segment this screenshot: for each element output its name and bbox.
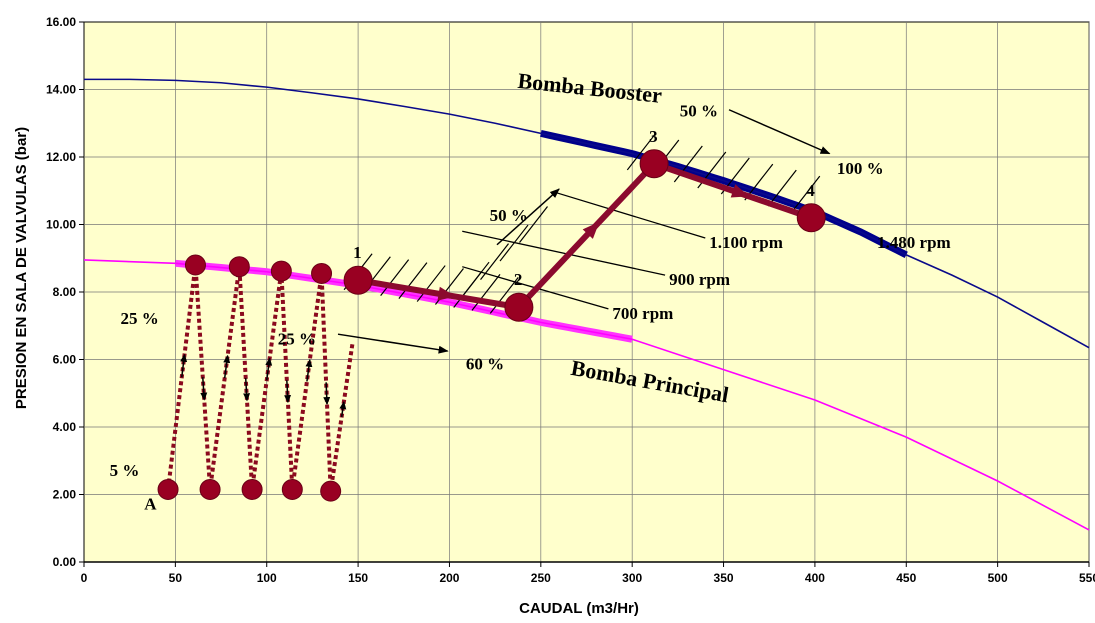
x-tick-label: 100 [257, 571, 277, 585]
pump-curves [83, 78, 1090, 531]
x-tick-label: 500 [988, 571, 1008, 585]
x-tick-label: 200 [439, 571, 459, 585]
zigzag-arrow [200, 377, 208, 401]
operating-paths [166, 160, 813, 492]
annotation-3: 100 % [837, 159, 884, 178]
x-tick-label: 400 [805, 571, 825, 585]
y-tick-label: 16.00 [46, 15, 76, 29]
operating-point-0 [157, 478, 179, 500]
hatch-mark [471, 274, 501, 311]
path-direction-marker [730, 184, 750, 198]
path-direction-marker [582, 221, 600, 239]
y-axis-label: PRESION EN SALA DE VALVULAS (bar) [13, 127, 30, 409]
operating-point-label-10: 2 [514, 270, 523, 289]
operating-point-2 [199, 478, 221, 500]
annotation-arrow-0 [728, 109, 831, 155]
annotation-2: 50 % [680, 102, 718, 121]
annotation-arrow-2 [337, 333, 449, 354]
rpm-lines: 700 rpm 900 rpm 1.100 rpm [462, 191, 783, 323]
hatch-mark [416, 265, 446, 302]
operating-point-7 [311, 262, 333, 284]
operating-points: 1 2 3 4 [157, 127, 826, 502]
operating-point-8 [320, 480, 342, 502]
operating-point-4 [241, 478, 263, 500]
operating-point-label-11: 3 [649, 127, 658, 146]
annotation-8: 5 % [110, 461, 140, 480]
zigzag-arrow [265, 357, 273, 381]
x-axis-label: CAUDAL (m3/Hr) [519, 600, 639, 617]
annotation-10: A [144, 495, 157, 514]
x-tick-label: 150 [348, 571, 368, 585]
annotation-4: 50 % [490, 206, 528, 225]
operating-point-3 [228, 256, 250, 278]
operating-point-9 [343, 265, 373, 295]
hatch-mark [460, 261, 490, 299]
operating-point-12 [796, 203, 826, 233]
gridlines [84, 22, 1090, 563]
main-path [357, 160, 813, 311]
y-tick-label: 4.00 [53, 420, 77, 434]
zigzag-arrow [323, 382, 331, 406]
hatch-mark [519, 206, 548, 243]
x-tick-label: 550 [1079, 571, 1095, 585]
x-tick-label: 450 [896, 571, 916, 585]
annotation-5: 25 % [121, 309, 159, 328]
rpm-line-2 [555, 191, 706, 239]
zigzag-arrow [223, 354, 231, 379]
operating-point-11 [639, 149, 669, 179]
rpm-label-0: 700 rpm [612, 304, 673, 323]
operating-point-label-9: 1 [353, 243, 362, 262]
y-tick-label: 0.00 [53, 555, 77, 569]
annotation-6: 25 % [278, 329, 316, 348]
operating-point-1 [184, 254, 206, 276]
hatch-mark [626, 133, 656, 171]
hatch-mark [489, 277, 519, 314]
hatch-mark [480, 243, 510, 280]
x-tick-label: 300 [622, 571, 642, 585]
y-tick-label: 10.00 [46, 218, 76, 232]
y-tick-label: 8.00 [53, 285, 77, 299]
zigzag-arrow [305, 358, 313, 382]
hatch-mark [499, 224, 529, 262]
hatch-mark [791, 175, 821, 213]
x-axis-ticks: 0 50 100 150 200 250 300 350 400 450 500 550 [81, 562, 1095, 585]
rpm-label-2: 1.100 rpm [709, 233, 783, 252]
x-tick-label: 50 [169, 571, 183, 585]
rpm-line-1 [462, 230, 666, 276]
operating-point-5 [270, 260, 292, 282]
zigzag-arrow [284, 380, 292, 404]
x-tick-label: 250 [531, 571, 551, 585]
annotation-arrows [337, 109, 831, 354]
annotation-7: 60 % [466, 355, 504, 374]
operating-point-label-12: 4 [806, 181, 815, 200]
path-direction-marker [437, 286, 456, 301]
zigzag-arrow [243, 378, 251, 402]
hatch-mark [767, 169, 797, 207]
operating-point-6 [281, 478, 303, 500]
y-tick-label: 6.00 [53, 353, 77, 367]
x-tick-label: 0 [81, 571, 88, 585]
y-tick-label: 2.00 [53, 488, 77, 502]
zigzag-arrow [339, 401, 347, 417]
series-line-1 [83, 259, 1090, 531]
hatch-mark [398, 262, 428, 299]
zigzag-arrow [180, 353, 188, 378]
x-tick-label: 350 [714, 571, 734, 585]
operating-point-10 [504, 292, 534, 322]
annotation-arrow-1 [496, 188, 560, 246]
hatch-mark [673, 145, 703, 183]
series-line-0 [84, 78, 1090, 349]
annotation-9: 1.480 rpm [877, 233, 951, 252]
y-tick-label: 12.00 [46, 150, 76, 164]
rpm-label-1: 900 rpm [669, 270, 730, 289]
y-tick-label: 14.00 [46, 83, 76, 97]
y-axis-ticks: 0.00 2.00 4.00 6.00 8.00 10.00 12.00 14.00 16.00 [46, 15, 84, 569]
hatch-mark [380, 259, 410, 297]
